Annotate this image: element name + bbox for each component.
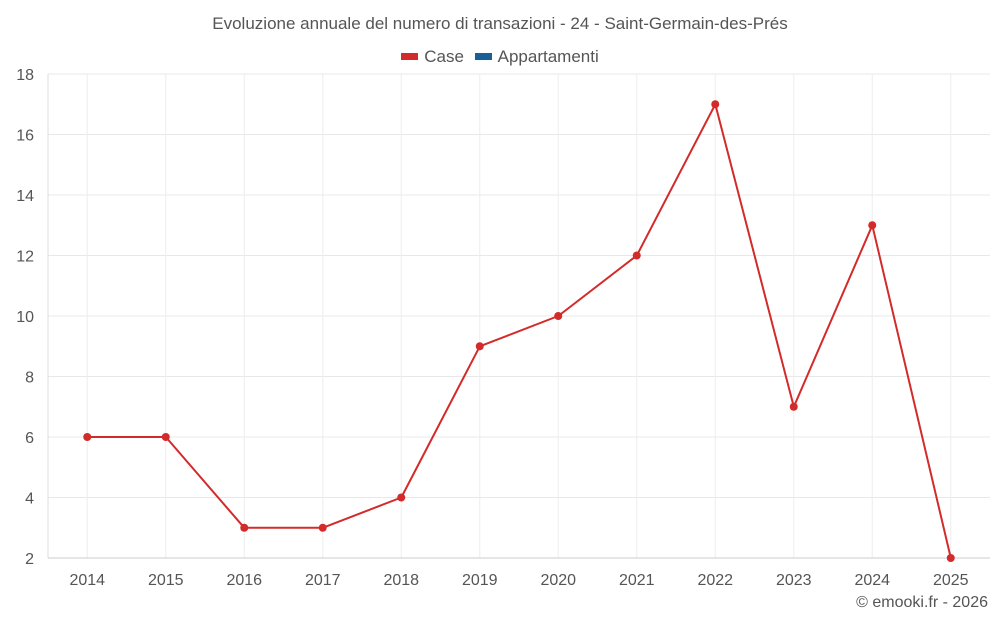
y-tick-label-18: 18 bbox=[16, 67, 34, 84]
x-tick-label-2021: 2021 bbox=[619, 572, 655, 589]
x-tick-label-2020: 2020 bbox=[540, 572, 576, 589]
legend-swatch-appartamenti bbox=[474, 53, 492, 60]
y-tick-label-4: 4 bbox=[25, 491, 34, 508]
data-point-case-2017 bbox=[318, 523, 327, 532]
data-point-case-2024 bbox=[868, 221, 877, 230]
legend-label-appartamenti: Appartamenti bbox=[497, 46, 599, 66]
chart-legend: Case Appartamenti bbox=[0, 45, 1000, 67]
y-tick-label-8: 8 bbox=[25, 370, 34, 387]
grid-lines bbox=[48, 73, 990, 558]
data-point-case-2023 bbox=[789, 402, 798, 411]
legend-label-case: Case bbox=[424, 46, 464, 66]
y-tick-label-6: 6 bbox=[25, 430, 34, 447]
x-tick-label-2018: 2018 bbox=[383, 572, 419, 589]
data-point-case-2021 bbox=[632, 251, 641, 260]
y-tick-label-10: 10 bbox=[16, 309, 34, 326]
series-case bbox=[83, 100, 955, 562]
x-tick-label-2016: 2016 bbox=[226, 572, 262, 589]
data-point-case-2019 bbox=[475, 342, 484, 351]
series-line-case bbox=[87, 103, 952, 559]
y-tick-label-16: 16 bbox=[16, 128, 34, 145]
y-tick-label-12: 12 bbox=[16, 249, 34, 266]
data-point-case-2025 bbox=[946, 554, 955, 562]
y-axis-ticks: 2 4 6 8 10 12 14 16 18 bbox=[16, 67, 34, 568]
x-axis-ticks: 2014 2015 2016 2017 2018 2019 2020 2021 2022 2023… bbox=[69, 572, 968, 589]
credit-text: © emooki.fr - 2026 bbox=[856, 594, 988, 611]
legend-item-appartamenti[interactable]: Appartamenti bbox=[474, 46, 599, 67]
data-point-case-2018 bbox=[397, 493, 406, 502]
x-tick-label-2015: 2015 bbox=[148, 572, 184, 589]
x-tick-label-2014: 2014 bbox=[69, 572, 105, 589]
legend-swatch-case bbox=[401, 53, 419, 60]
x-tick-label-2017: 2017 bbox=[305, 572, 341, 589]
x-tick-label-2022: 2022 bbox=[697, 572, 733, 589]
data-point-case-2016 bbox=[240, 523, 249, 532]
x-tick-label-2019: 2019 bbox=[462, 572, 498, 589]
x-tick-label-2023: 2023 bbox=[776, 572, 812, 589]
data-point-case-2022 bbox=[711, 100, 720, 109]
data-point-case-2015 bbox=[161, 433, 170, 441]
legend-item-case[interactable]: Case bbox=[401, 47, 464, 67]
data-point-case-2014 bbox=[83, 433, 92, 441]
y-tick-label-14: 14 bbox=[16, 188, 34, 205]
y-tick-label-2: 2 bbox=[25, 551, 34, 568]
chart-title: Evoluzione annuale del numero di transaz… bbox=[212, 14, 788, 33]
axes bbox=[47, 74, 990, 559]
x-tick-label-2025: 2025 bbox=[933, 572, 969, 589]
data-point-case-2020 bbox=[554, 312, 563, 320]
x-tick-label-2024: 2024 bbox=[854, 572, 890, 589]
